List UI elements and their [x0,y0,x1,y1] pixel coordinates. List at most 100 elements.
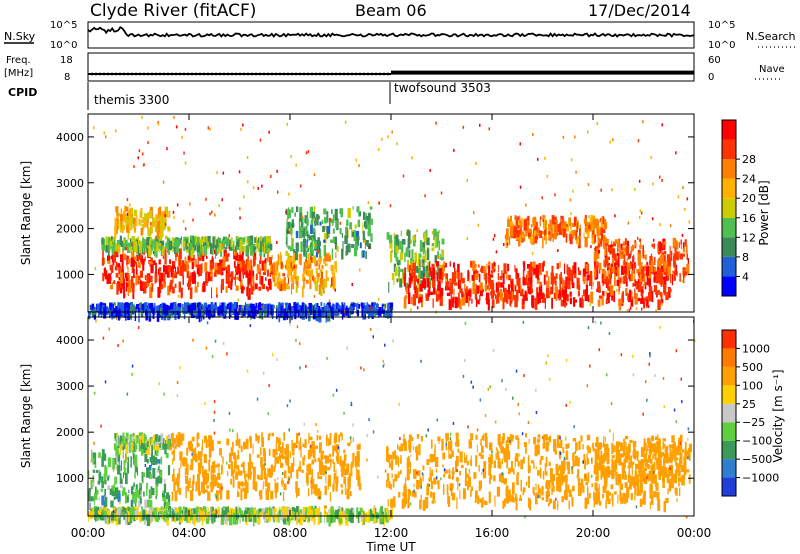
scatter-cell [133,256,137,260]
scatter-cell [503,243,505,246]
scatter-cell [579,297,582,308]
scatter-cell [459,490,461,500]
scatter-cell [612,432,614,442]
scatter-cell [658,467,662,476]
scatter-cell [270,264,274,275]
scatter-cell [115,273,119,278]
scatter-cell [234,246,237,253]
scatter-cell [412,240,416,247]
scatter-cell [319,271,321,277]
scatter-cell [235,439,239,446]
scatter-cell [274,478,276,483]
scatter-cell [520,288,524,297]
scatter-cell [157,287,161,298]
scatter-cell [176,241,179,253]
scatter-cell [304,439,307,449]
scatter-cell [540,216,542,220]
scatter-cell [295,251,298,261]
scatter-cell [370,306,372,310]
scatter-cell [686,263,690,276]
scatter-cell [602,273,605,279]
scatter-cell [294,309,297,320]
scatter-cell [529,499,532,511]
scatter-cell [156,434,158,439]
scatter-cell [425,501,427,507]
scatter-cell [636,269,640,274]
scatter-cell [506,274,508,280]
scatter-cell [549,498,552,504]
scatter-cell [216,287,218,296]
scatter-cell [172,239,175,247]
scatter-cell [573,262,577,274]
scatter-cell [453,288,455,296]
scatter-cell [139,240,141,245]
scatter-cell [446,287,450,291]
scatter-cell [276,268,279,273]
scatter-cell [553,233,556,240]
scatter-cell [309,436,313,441]
scatter-cell [167,227,171,232]
scatter-cell [679,273,681,282]
scatter-cell [429,477,432,481]
scatter-cell [240,286,244,294]
scatter-cell [507,239,509,243]
scatter-cell [135,492,138,503]
scatter-cell [155,305,158,313]
scatter-cell [115,487,119,500]
scatter-cell [426,459,430,465]
scatter-cell [523,487,526,493]
scatter-cell [634,187,636,191]
scatter-cell [301,217,304,224]
scatter-cell [269,278,272,289]
scatter-cell [120,254,124,263]
scatter-cell [262,485,264,490]
scatter-cell [162,246,166,251]
scatter-cell [285,250,288,256]
scatter-cell [601,234,603,247]
scatter-cell [583,289,585,296]
scatter-cell [290,225,292,235]
scatter-cell [171,440,175,448]
scatter-cell [311,236,314,248]
scatter-cell [151,487,155,496]
scatter-cell [613,464,616,468]
scatter-cell [481,265,484,273]
scatter-cell [286,219,288,229]
scatter-cell [439,288,442,298]
scatter-cell [356,472,359,480]
scatter-cell [411,249,414,261]
scatter-cell [151,283,154,292]
scatter-cell [592,447,595,452]
scatter-cell [508,274,511,281]
scatter-cell [683,272,685,284]
scatter-cell [419,283,423,292]
scatter-cell [292,443,295,456]
scatter-cell [613,262,615,268]
scatter-cell [311,468,313,480]
scatter-cell [546,280,548,291]
scatter-cell [318,252,322,265]
scatter-cell [273,449,278,455]
scatter-cell [231,303,235,309]
scatter-cell [668,465,673,469]
scatter-cell [110,268,113,275]
scatter-cell [355,230,360,238]
scatter-cell [140,490,142,498]
scatter-cell [158,220,161,233]
scatter-cell [388,462,392,468]
scatter-cell [175,125,178,129]
scatter-cell [115,261,118,267]
scatter-cell [151,307,155,311]
scatter-cell [658,455,661,464]
scatter-cell [520,285,522,292]
scatter-cell [390,251,393,263]
scatter-cell [452,296,455,304]
scatter-cell [537,227,540,237]
scatter-cell [341,489,344,495]
scatter-cell [507,436,511,444]
scatter-cell [171,473,175,482]
scatter-cell [566,281,571,286]
scatter-cell [291,223,295,228]
scatter-cell [190,458,194,471]
scatter-cell [471,298,473,304]
